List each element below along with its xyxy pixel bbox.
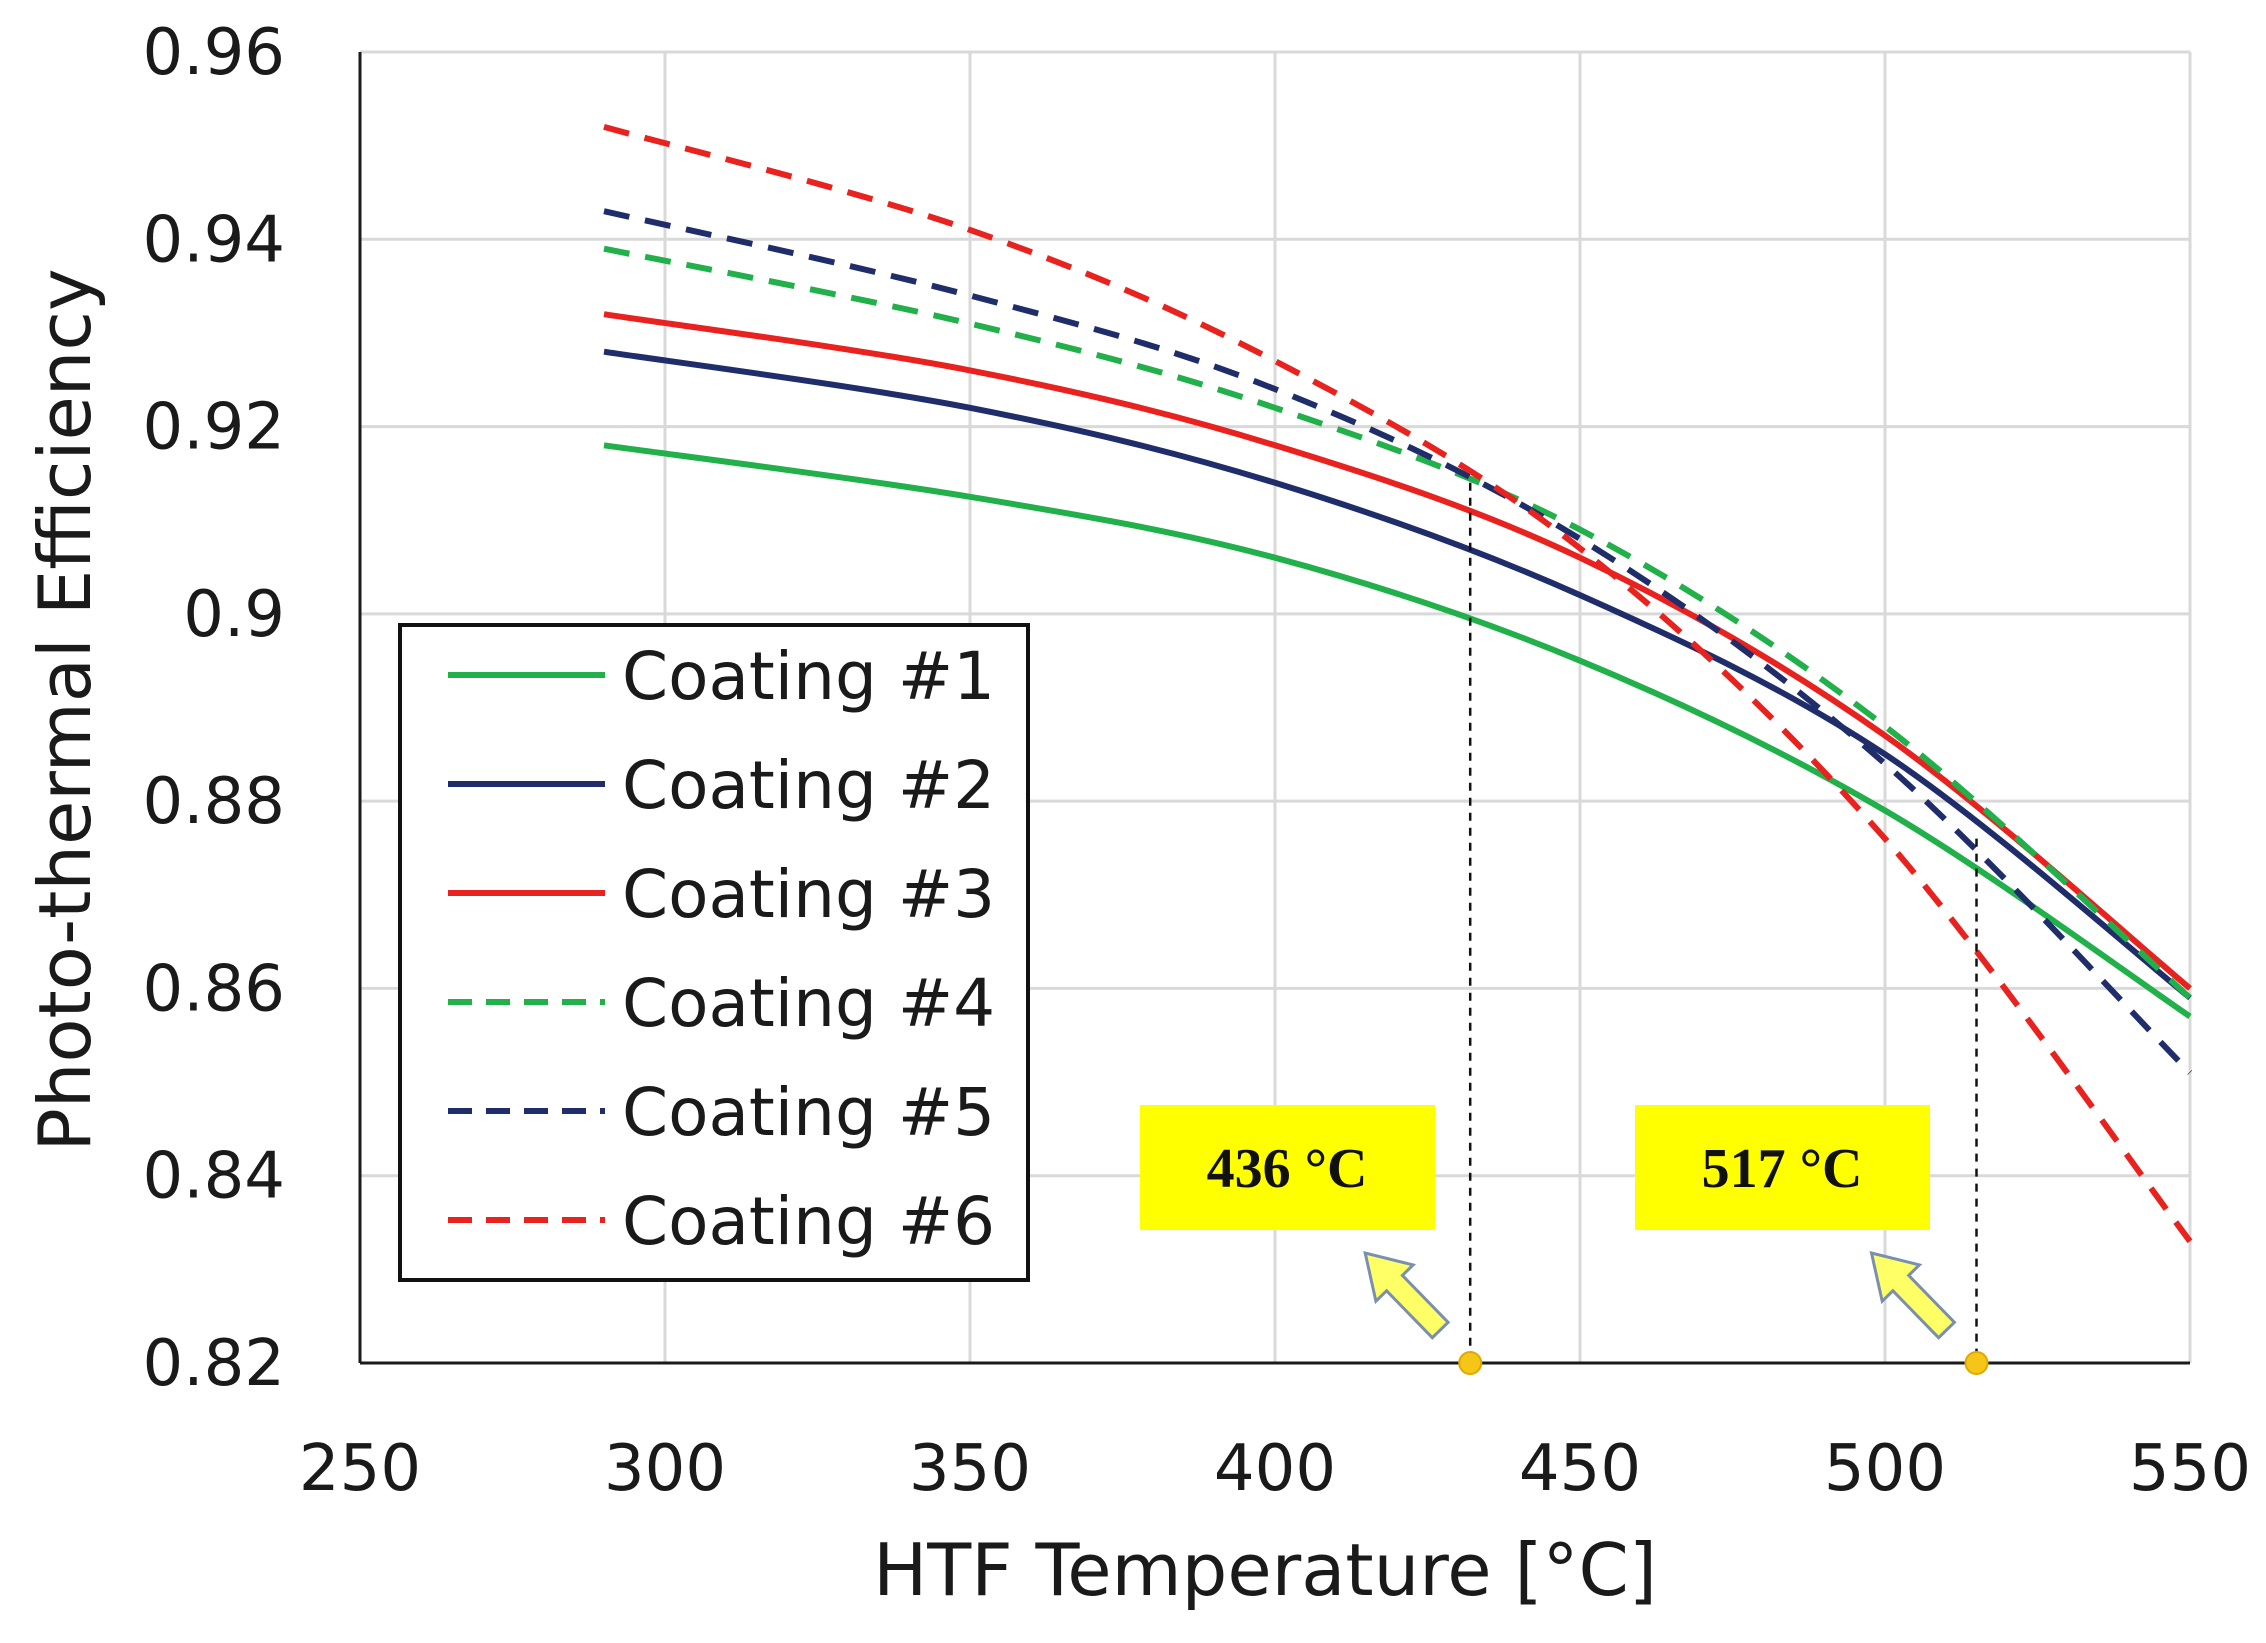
series-line-coating-2 xyxy=(603,348,2192,1001)
y-tick-label: 0.92 xyxy=(143,391,286,465)
series-line-coating-6 xyxy=(603,124,2193,1244)
series-line-coating-4 xyxy=(603,245,2192,1001)
y-tick-label: 0.86 xyxy=(143,952,286,1026)
series-line-coating-3 xyxy=(603,311,2192,991)
x-tick-label: 400 xyxy=(1214,1432,1336,1506)
legend-label-coating-4: Coating #4 xyxy=(622,965,995,1042)
x-tick-label: 350 xyxy=(909,1432,1031,1506)
annotation-callout-box xyxy=(1635,1105,1930,1230)
series-line-coating-1 xyxy=(603,442,2192,1019)
x-tick-label: 250 xyxy=(299,1432,421,1506)
legend-box xyxy=(398,623,1030,1282)
series-line-coating-5 xyxy=(603,208,2193,1075)
tick-labels: 250 300 350 400 450 500 550 0.82 0.84 0.86 0.88 0.9… xyxy=(143,16,2252,1506)
legend-label-coating-3: Coating #3 xyxy=(622,856,995,933)
legend-label-coating-1: Coating #1 xyxy=(622,638,995,715)
axes xyxy=(358,52,2190,1365)
annotation-marker xyxy=(1964,1351,1989,1375)
x-axis-title: HTF Temperature [°C] xyxy=(873,1528,1657,1612)
y-tick-label: 0.96 xyxy=(143,16,286,90)
data-series xyxy=(603,124,2193,1244)
x-tick-label: 450 xyxy=(1519,1432,1641,1506)
legend-label-coating-2: Coating #2 xyxy=(622,747,995,824)
x-tick-label: 550 xyxy=(2129,1432,2251,1506)
y-tick-label: 0.94 xyxy=(143,203,286,277)
y-tick-label: 0.82 xyxy=(143,1327,286,1401)
y-tick-label: 0.84 xyxy=(143,1140,286,1214)
legend-label-coating-5: Coating #5 xyxy=(622,1074,995,1151)
annotation-marker xyxy=(1458,1351,1483,1375)
y-tick-label: 0.88 xyxy=(143,765,286,839)
annotation-callout-box xyxy=(1140,1105,1435,1230)
x-tick-label: 300 xyxy=(604,1432,726,1506)
y-tick-label: 0.9 xyxy=(183,578,285,652)
annotation-callout-label: 436 °C xyxy=(1207,1138,1368,1200)
y-axis-title: Photo-thermal Efficiency xyxy=(23,268,107,1151)
legend: Coating #1 Coating #2 Coating #3 Coating #4… xyxy=(398,623,1030,1282)
annotations: 436 °C 517 °C xyxy=(1140,482,1989,1375)
x-tick-label: 500 xyxy=(1824,1432,1946,1506)
annotation-callout-label: 517 °C xyxy=(1702,1138,1863,1200)
annotation-arrow-icon xyxy=(1363,1250,1451,1340)
legend-label-coating-6: Coating #6 xyxy=(622,1183,995,1260)
annotation-arrow-icon xyxy=(1869,1250,1957,1340)
